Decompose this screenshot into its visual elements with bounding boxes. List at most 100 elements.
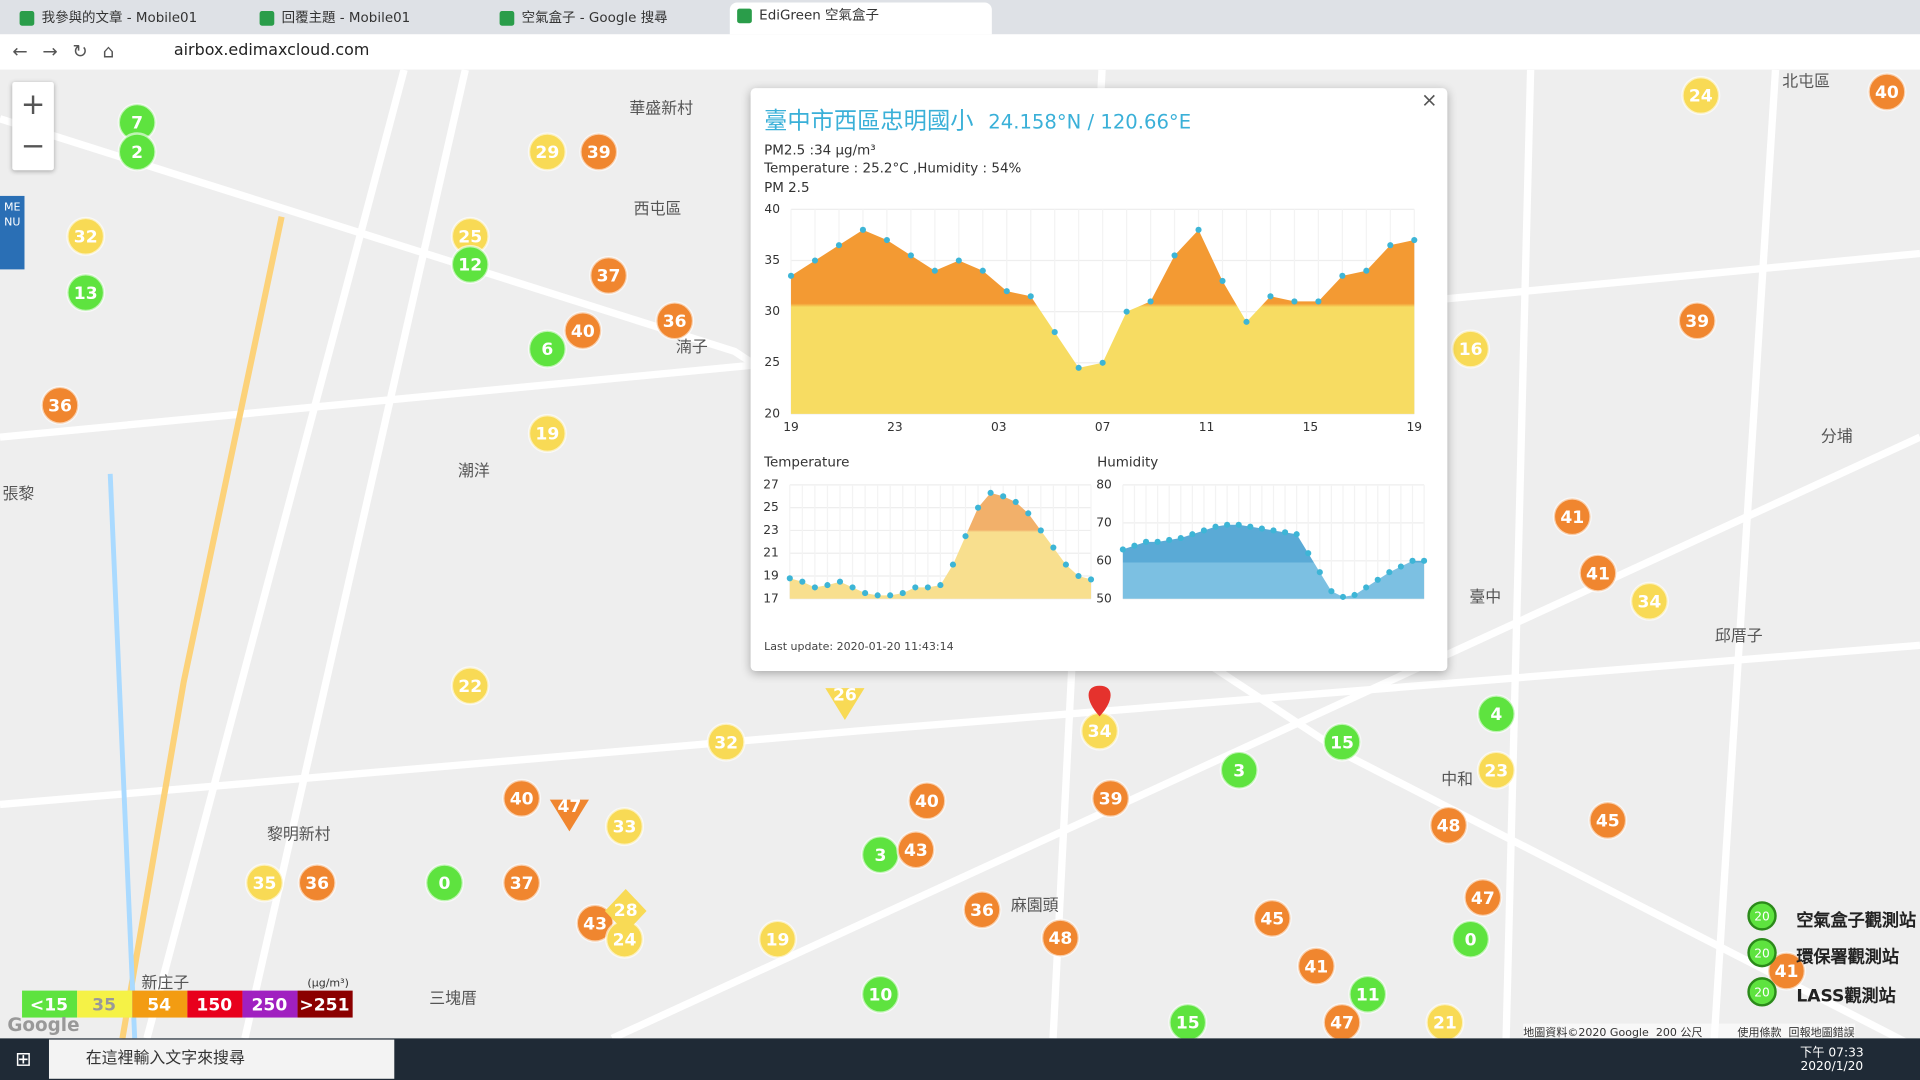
point <box>1351 591 1358 599</box>
point <box>1339 593 1347 600</box>
station-marker <box>549 799 589 832</box>
point <box>824 582 831 589</box>
zoom-control: + − <box>12 82 54 171</box>
marker <box>1867 72 1907 112</box>
point <box>1270 527 1277 534</box>
place-label: 湳子 <box>676 337 708 356</box>
map-footer: 地圖資料©2020 Google 200 公尺 使用條款 回報地圖錯誤 <box>1523 1023 1855 1040</box>
point <box>1267 293 1274 300</box>
marker-value: 37 <box>510 874 534 894</box>
marker <box>502 863 542 903</box>
search-box[interactable]: 在這裡輸入文字來搜尋 <box>48 1039 395 1079</box>
marker <box>527 413 567 454</box>
start[interactable]: ⊞ <box>15 1046 32 1071</box>
point <box>937 582 944 589</box>
nav-buttons[interactable]: ←→↻⌂ <box>12 40 129 63</box>
marker <box>1629 581 1669 621</box>
tab[interactable]: 空氣盒子 - Google 搜尋 <box>492 5 742 34</box>
point <box>1123 308 1130 315</box>
point <box>835 242 843 249</box>
marker-value: 40 <box>510 790 534 810</box>
marker-value: 36 <box>970 901 994 921</box>
marker <box>1451 329 1491 369</box>
point <box>1363 584 1370 591</box>
place-label: 分埔 <box>1821 427 1853 446</box>
marker-value: 24 <box>1689 87 1713 107</box>
marker-value: 10 <box>868 986 892 1006</box>
close[interactable]: × <box>1421 88 1438 112</box>
active-tab[interactable]: EdiGreen 空氣盒子 <box>729 2 992 35</box>
marker-value: 21 <box>1433 1014 1457 1034</box>
tab[interactable]: 回覆主題 - Mobile01 <box>252 5 502 34</box>
point <box>975 504 982 511</box>
point <box>811 257 819 264</box>
marker <box>1252 898 1292 938</box>
point <box>924 584 931 591</box>
point <box>1131 542 1138 549</box>
station-value: 26 <box>833 686 857 706</box>
point <box>859 226 866 233</box>
station-legend-label: 環保署觀測站 <box>1796 947 1899 968</box>
point <box>1235 521 1242 528</box>
marker <box>1168 1002 1208 1039</box>
point <box>883 237 890 244</box>
x-tick-label: 19 <box>1406 420 1422 434</box>
marker <box>1425 1002 1465 1039</box>
marker-value: 16 <box>1459 340 1483 360</box>
marker-value: 22 <box>458 677 482 697</box>
marker-value: 32 <box>74 228 98 248</box>
zoom-out[interactable]: − <box>20 128 46 163</box>
marker-value: 15 <box>1330 733 1354 753</box>
menu-button[interactable]: MENU <box>0 195 25 270</box>
marker-value: 48 <box>1437 817 1461 837</box>
marker-value: 35 <box>253 874 277 894</box>
marker-value: 39 <box>1685 312 1709 332</box>
tab[interactable]: 我參與的文章 - Mobile01 <box>12 5 262 34</box>
point <box>1224 521 1231 528</box>
marker-value: 40 <box>1875 83 1899 103</box>
point <box>1212 523 1219 530</box>
point <box>1012 498 1019 506</box>
site: 臺中市西區忠明國小 <box>764 107 974 135</box>
x-tick-label: 23 <box>887 420 903 434</box>
url[interactable]: airbox.edimaxcloud.com <box>173 41 370 61</box>
report[interactable]: 回報地圖錯誤 <box>1788 1027 1855 1040</box>
marker <box>1588 800 1628 841</box>
chart-title: PM 2.5 <box>764 180 810 196</box>
marker-value: 41 <box>1304 957 1328 977</box>
clock: 下午 07:33 2020/1/20 <box>1795 1042 1868 1074</box>
point <box>1075 364 1082 371</box>
point <box>874 592 881 599</box>
place-label: 西屯區 <box>634 199 682 218</box>
point <box>1000 493 1007 500</box>
marker-value: 36 <box>48 397 72 417</box>
marker-value: 36 <box>305 874 329 894</box>
place-label: 三塊厝 <box>429 989 477 1008</box>
x-tick-label: 19 <box>783 420 799 434</box>
point <box>1397 563 1404 570</box>
marker <box>907 781 947 821</box>
station-marker <box>825 688 865 721</box>
x-tick-label: 07 <box>1095 420 1111 434</box>
legend-swatch <box>22 990 78 1018</box>
marker <box>527 132 567 172</box>
legend-swatch <box>77 990 133 1018</box>
marker-value: 41 <box>1775 962 1799 982</box>
place-label: 張黎 <box>2 484 34 503</box>
point <box>799 578 806 585</box>
marker-value: 15 <box>1176 1014 1200 1034</box>
terms[interactable]: 使用條款 <box>1737 1027 1782 1040</box>
marker-value: 33 <box>613 818 637 838</box>
x-tick-label: 15 <box>1303 420 1319 434</box>
marker-value: 0 <box>1465 930 1477 950</box>
marker-value: 2 <box>131 143 143 163</box>
zoom-in[interactable]: + <box>20 86 46 122</box>
y-tick-label: 27 <box>763 477 779 491</box>
chart-title: Temperature <box>764 454 850 471</box>
marker-value: 6 <box>541 340 553 360</box>
marker-value: 19 <box>535 425 559 445</box>
y-tick-label: 35 <box>764 253 780 267</box>
station-legend-label: LASS觀測站 <box>1796 986 1895 1007</box>
marker <box>655 301 695 341</box>
